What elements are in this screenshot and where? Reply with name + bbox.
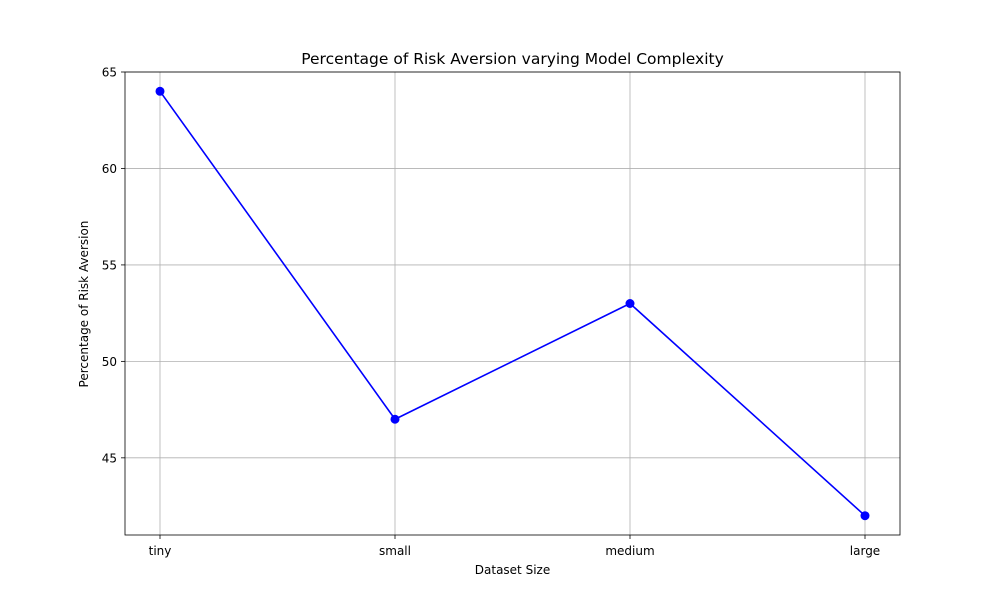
x-tick-label: tiny xyxy=(149,544,172,558)
y-tick-label: 60 xyxy=(102,162,117,176)
chart-title: Percentage of Risk Aversion varying Mode… xyxy=(301,50,724,68)
series-line xyxy=(159,90,866,517)
y-axis-label: Percentage of Risk Aversion xyxy=(77,221,91,388)
y-tick-label: 65 xyxy=(102,66,117,80)
x-tick-label: medium xyxy=(605,544,654,558)
y-tick-label: 50 xyxy=(102,355,117,369)
x-tick-label: small xyxy=(379,544,411,558)
data-point-marker xyxy=(625,299,635,308)
ticks: tiny small medium large 45 50 55 60 65 xyxy=(102,66,880,559)
y-tick-label: 55 xyxy=(102,258,117,272)
plot-area-frame xyxy=(124,71,901,536)
grid xyxy=(125,71,900,535)
series-layer xyxy=(155,86,870,521)
x-axis-label: Dataset Size xyxy=(475,563,550,577)
x-tick-label: large xyxy=(850,544,880,558)
data-point-marker xyxy=(155,86,165,96)
data-point-marker xyxy=(860,511,870,521)
data-point-marker xyxy=(390,414,400,424)
y-tick-label: 45 xyxy=(102,451,117,465)
